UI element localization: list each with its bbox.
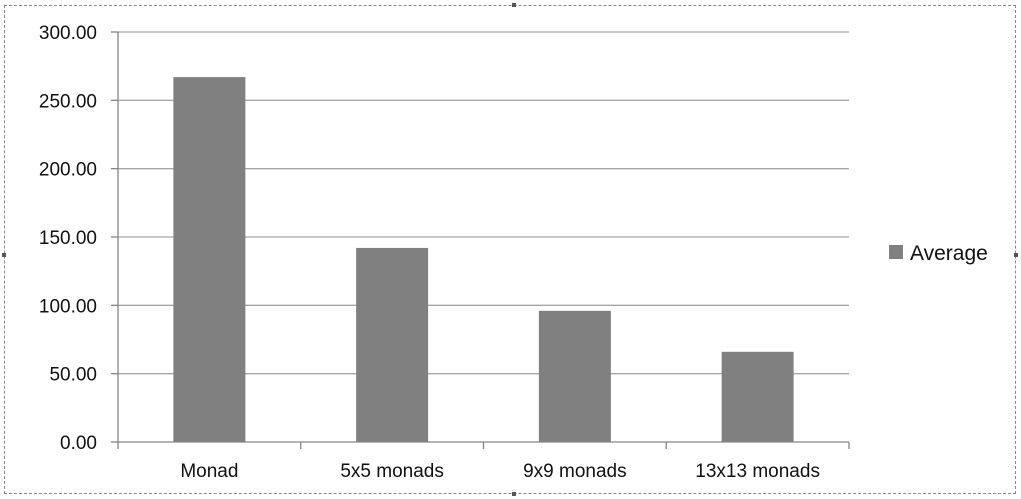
y-tick-label: 50.00 — [49, 365, 97, 386]
x-tick-label: 9x9 monads — [523, 461, 627, 482]
frame-handle-right[interactable] — [1014, 253, 1018, 257]
y-axis-tick-labels: 0.00 50.00 100.00 150.00 200.00 250.00 300.00 — [39, 23, 97, 454]
y-tick-label: 0.00 — [60, 433, 97, 454]
bars — [173, 77, 794, 442]
frame-handle-left[interactable] — [2, 253, 6, 257]
legend-label: Average — [910, 242, 988, 265]
frame-handle-bottom[interactable] — [512, 492, 516, 496]
y-tick-label: 250.00 — [39, 91, 97, 112]
bar — [173, 77, 246, 442]
x-tick-label: Monad — [180, 461, 238, 482]
chart-area[interactable] — [4, 5, 1016, 494]
x-tick-label: 5x5 monads — [340, 461, 444, 482]
x-axis-tick-labels: Monad 5x5 monads 9x9 monads 13x13 monads — [180, 461, 820, 482]
x-tick-label: 13x13 monads — [695, 461, 820, 482]
y-tick-label: 300.00 — [39, 23, 97, 44]
axes — [111, 31, 850, 449]
bar — [538, 310, 611, 442]
frame-handle-top[interactable] — [512, 3, 516, 7]
bar — [356, 247, 429, 442]
legend-swatch — [889, 245, 903, 259]
y-tick-label: 100.00 — [39, 296, 97, 317]
y-tick-label: 200.00 — [39, 160, 97, 181]
legend[interactable]: Average — [889, 242, 988, 265]
y-tick-label: 150.00 — [39, 228, 97, 249]
bar — [721, 351, 794, 442]
